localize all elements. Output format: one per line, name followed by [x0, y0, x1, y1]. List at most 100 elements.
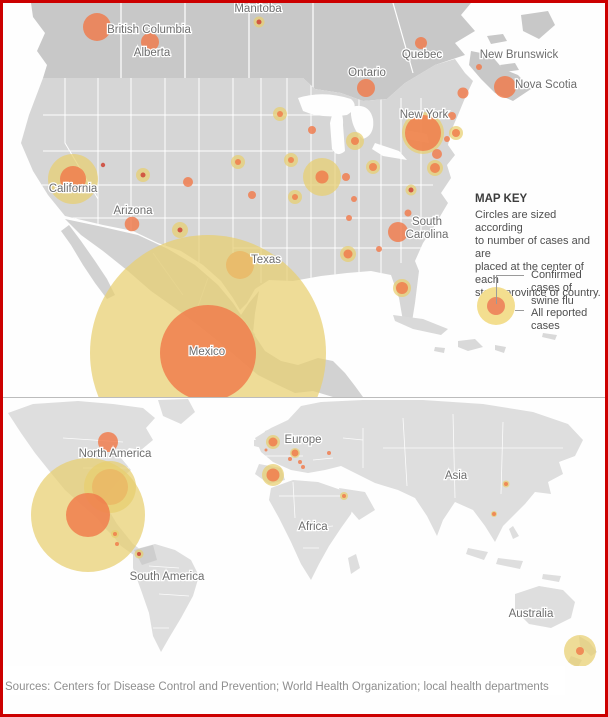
map-label: Arizona — [114, 205, 154, 217]
confirmed-cases-bubble-manitoba — [256, 19, 262, 25]
confirmed-cases-bubble-utah — [140, 172, 146, 178]
world-map-panel: North America South America Europe Africa As… — [3, 398, 605, 666]
map-key-desc-line: placed at the center of each — [475, 261, 584, 286]
confirmed-cases-bubble-missouri — [292, 194, 298, 200]
confirmed-cases-bubble-indiana — [342, 173, 350, 181]
confirmed-cases-bubble-minnesota — [277, 111, 283, 117]
legend-reported-label: All reported cases — [531, 307, 603, 333]
confirmed-cases-bubble-israel-world — [342, 494, 346, 498]
confirmed-cases-bubble-maryland — [430, 163, 440, 173]
confirmed-cases-bubble-iowa — [288, 157, 294, 163]
confirmed-cases-bubble-new-mexico — [177, 227, 183, 233]
map-label: Africa — [298, 521, 328, 533]
confirmed-cases-bubble-new-jersey — [432, 149, 442, 159]
confirmed-cases-bubble-france-world — [288, 457, 292, 461]
map-label: Alberta — [134, 47, 171, 59]
confirmed-cases-bubble-poland-world — [327, 451, 331, 455]
confirmed-cases-bubble-kentucky — [351, 196, 357, 202]
legend-text-line: All reported — [531, 307, 588, 319]
confirmed-cases-bubble-mexico — [160, 305, 256, 397]
confirmed-cases-bubble-china-world — [492, 512, 496, 516]
north-america-map-panel: British Columbia Alberta Manitoba Ontario Qu… — [3, 3, 605, 397]
map-label: Texas — [251, 254, 281, 266]
map-label: Ontario — [348, 67, 386, 79]
map-key-desc-line: Circles are sized according — [475, 209, 557, 234]
confirmed-cases-bubble-illinois — [315, 170, 329, 184]
legend-confirmed-label: Confirmed cases of swine flu — [531, 269, 603, 308]
legend-leader-line — [515, 310, 524, 311]
confirmed-cases-bubble-north-carolina — [404, 209, 412, 217]
confirmed-cases-bubble-georgia — [376, 246, 382, 252]
confirmed-cases-bubble-kansas — [248, 191, 256, 199]
confirmed-cases-bubble-arizona — [124, 216, 140, 232]
map-key-desc-line: to number of cases and are — [475, 235, 590, 260]
map-label: South America — [130, 571, 205, 583]
confirmed-cases-bubble-south-dakota — [235, 159, 241, 165]
map-label: Europe — [284, 434, 321, 446]
legend-text-line: cases of — [531, 282, 572, 294]
legend-text-line: swine flu — [531, 295, 574, 307]
map-label: New York — [400, 109, 449, 121]
map-label: New Brunswick — [480, 49, 559, 61]
confirmed-cases-bubble-ireland-world — [264, 448, 268, 452]
confirmed-cases-bubble-alabama — [343, 249, 353, 259]
legend-text-line: cases — [531, 320, 560, 332]
confirmed-cases-bubble-tennessee — [346, 215, 352, 221]
sources-text: Sources: Centers for Disease Control and… — [3, 666, 565, 695]
confirmed-cases-bubble-alberta — [141, 33, 159, 51]
confirmed-cases-bubble-spain-world — [266, 468, 280, 482]
confirmed-cases-bubble-south-korea-world — [504, 482, 508, 486]
confirmed-cases-bubble-colombia-world — [137, 552, 141, 556]
confirmed-cases-bubble-ohio — [369, 163, 377, 171]
confirmed-cases-bubble-canada-world — [98, 432, 118, 452]
great-lakes — [298, 94, 429, 160]
map-key-title: MAP KEY — [475, 193, 528, 205]
map-label: British Columbia — [107, 24, 191, 36]
confirmed-cases-bubble-germany-world — [291, 449, 299, 457]
legend-leader-line — [496, 275, 497, 304]
confirmed-cases-bubble-ontario — [357, 79, 375, 97]
map-label: North America — [79, 448, 152, 460]
confirmed-cases-bubble-wisconsin — [308, 126, 316, 134]
confirmed-cases-bubble-italy-world — [301, 465, 305, 469]
confirmed-cases-bubble-rhode-island — [452, 129, 460, 137]
confirmed-cases-bubble-new-york — [405, 115, 441, 151]
confirmed-cases-bubble-british-columbia — [83, 13, 111, 41]
legend-text-line: Confirmed — [531, 269, 582, 281]
confirmed-cases-bubble-switzerland-world — [298, 460, 302, 464]
map-label: Australia — [509, 608, 554, 620]
map-label: Quebec — [402, 49, 443, 61]
confirmed-cases-bubble-new-brunswick — [476, 64, 482, 70]
caribbean-islands — [393, 315, 557, 353]
map-label: Mexico — [189, 346, 225, 358]
confirmed-cases-bubble-united-kingdom-world — [268, 437, 278, 447]
confirmed-cases-bubble-nova-scotia — [494, 76, 516, 98]
canada-landmass — [3, 3, 555, 101]
map-label: South — [412, 216, 442, 228]
north-america-bubble-map: British Columbia Alberta Manitoba Ontario Qu… — [3, 3, 605, 397]
confirmed-cases-bubble-michigan — [351, 137, 359, 145]
legend-leader-line — [496, 275, 524, 276]
legend-confirmed-circle — [487, 297, 505, 315]
confirmed-cases-bubble-california — [60, 166, 86, 192]
confirmed-cases-bubble-massachusetts — [448, 112, 456, 120]
confirmed-cases-bubble-virginia — [408, 187, 414, 193]
confirmed-cases-bubble-mexico-world — [66, 493, 110, 537]
confirmed-cases-bubble-florida — [396, 282, 408, 294]
confirmed-cases-bubble-south-carolina — [388, 222, 408, 242]
map-label: Nova Scotia — [515, 79, 578, 91]
map-label: Asia — [445, 470, 468, 482]
confirmed-cases-bubble-quebec — [415, 37, 427, 49]
map-divider-line — [3, 397, 605, 398]
confirmed-cases-bubble-colorado — [183, 177, 193, 187]
confirmed-cases-bubble-nevada — [100, 162, 106, 168]
map-label: Carolina — [406, 229, 449, 241]
confirmed-cases-bubble-guatemala-world — [113, 532, 117, 536]
confirmed-cases-bubble-new-zealand-world — [576, 647, 584, 655]
confirmed-cases-bubble-maine — [457, 87, 469, 99]
world-bubble-map: North America South America Europe Africa As… — [3, 398, 605, 666]
confirmed-cases-bubble-connecticut — [444, 136, 450, 142]
map-label: Manitoba — [234, 3, 282, 15]
confirmed-cases-bubble-costa-rica-world — [115, 542, 119, 546]
